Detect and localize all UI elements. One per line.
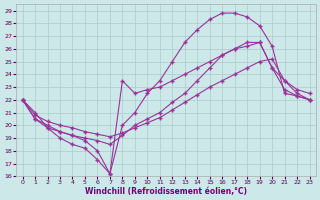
X-axis label: Windchill (Refroidissement éolien,°C): Windchill (Refroidissement éolien,°C) [85, 187, 247, 196]
